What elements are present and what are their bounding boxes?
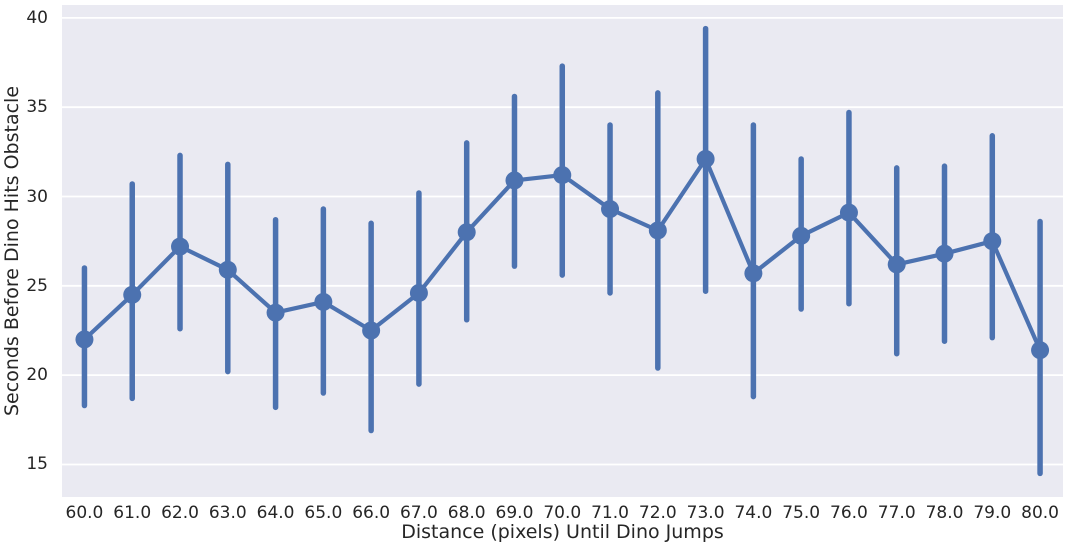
data-point-marker xyxy=(792,226,811,245)
data-point-marker xyxy=(171,237,190,256)
x-tick-label: 60.0 xyxy=(65,503,104,523)
x-tick-label: 62.0 xyxy=(161,503,199,523)
data-point-marker xyxy=(744,264,763,283)
x-tick-label: 76.0 xyxy=(830,503,868,523)
data-point-marker xyxy=(123,285,142,304)
x-tick-label: 70.0 xyxy=(543,503,582,523)
x-tick-label: 80.0 xyxy=(1021,503,1059,523)
x-tick-label: 68.0 xyxy=(447,503,486,523)
x-tick-label: 65.0 xyxy=(304,503,343,523)
data-point-marker xyxy=(457,223,476,242)
y-tick-label: 35 xyxy=(26,97,48,118)
y-tick-label: 40 xyxy=(26,7,48,28)
data-point-marker xyxy=(1031,341,1050,360)
data-point-marker xyxy=(648,221,667,240)
data-point-marker xyxy=(218,260,237,279)
data-point-marker xyxy=(601,200,620,219)
y-tick-label: 20 xyxy=(26,365,48,386)
x-tick-label: 64.0 xyxy=(256,503,295,523)
x-tick-label: 77.0 xyxy=(877,503,916,523)
x-axis-label: Distance (pixels) Until Dino Jumps xyxy=(401,521,724,543)
data-point-marker xyxy=(839,203,858,222)
data-point-marker xyxy=(983,232,1002,251)
data-point-marker xyxy=(887,255,906,274)
x-tick-label: 69.0 xyxy=(495,503,534,523)
y-tick-label: 25 xyxy=(26,275,48,296)
data-point-marker xyxy=(362,321,381,340)
data-point-marker xyxy=(409,283,428,302)
data-point-marker xyxy=(505,171,524,190)
x-tick-label: 61.0 xyxy=(113,503,152,523)
data-point-marker xyxy=(266,303,285,322)
x-tick-label: 78.0 xyxy=(925,503,964,523)
y-tick-label: 15 xyxy=(26,454,48,475)
x-tick-label: 71.0 xyxy=(591,503,629,523)
x-tick-label: 66.0 xyxy=(352,503,391,523)
x-tick-label: 79.0 xyxy=(973,503,1012,523)
data-point-marker xyxy=(553,166,572,185)
data-point-marker xyxy=(696,149,715,168)
x-tick-label: 75.0 xyxy=(782,503,821,523)
x-tick-label: 67.0 xyxy=(399,503,438,523)
y-tick-label: 30 xyxy=(26,186,48,207)
y-axis-label: Seconds Before Dino Hits Obstacle xyxy=(1,85,23,417)
data-point-marker xyxy=(935,244,954,263)
x-tick-label: 63.0 xyxy=(208,503,247,523)
x-tick-label: 72.0 xyxy=(638,503,677,523)
x-tick-label: 73.0 xyxy=(686,503,725,523)
data-point-marker xyxy=(314,292,333,311)
x-tick-label: 74.0 xyxy=(734,503,773,523)
data-point-marker xyxy=(75,330,94,349)
